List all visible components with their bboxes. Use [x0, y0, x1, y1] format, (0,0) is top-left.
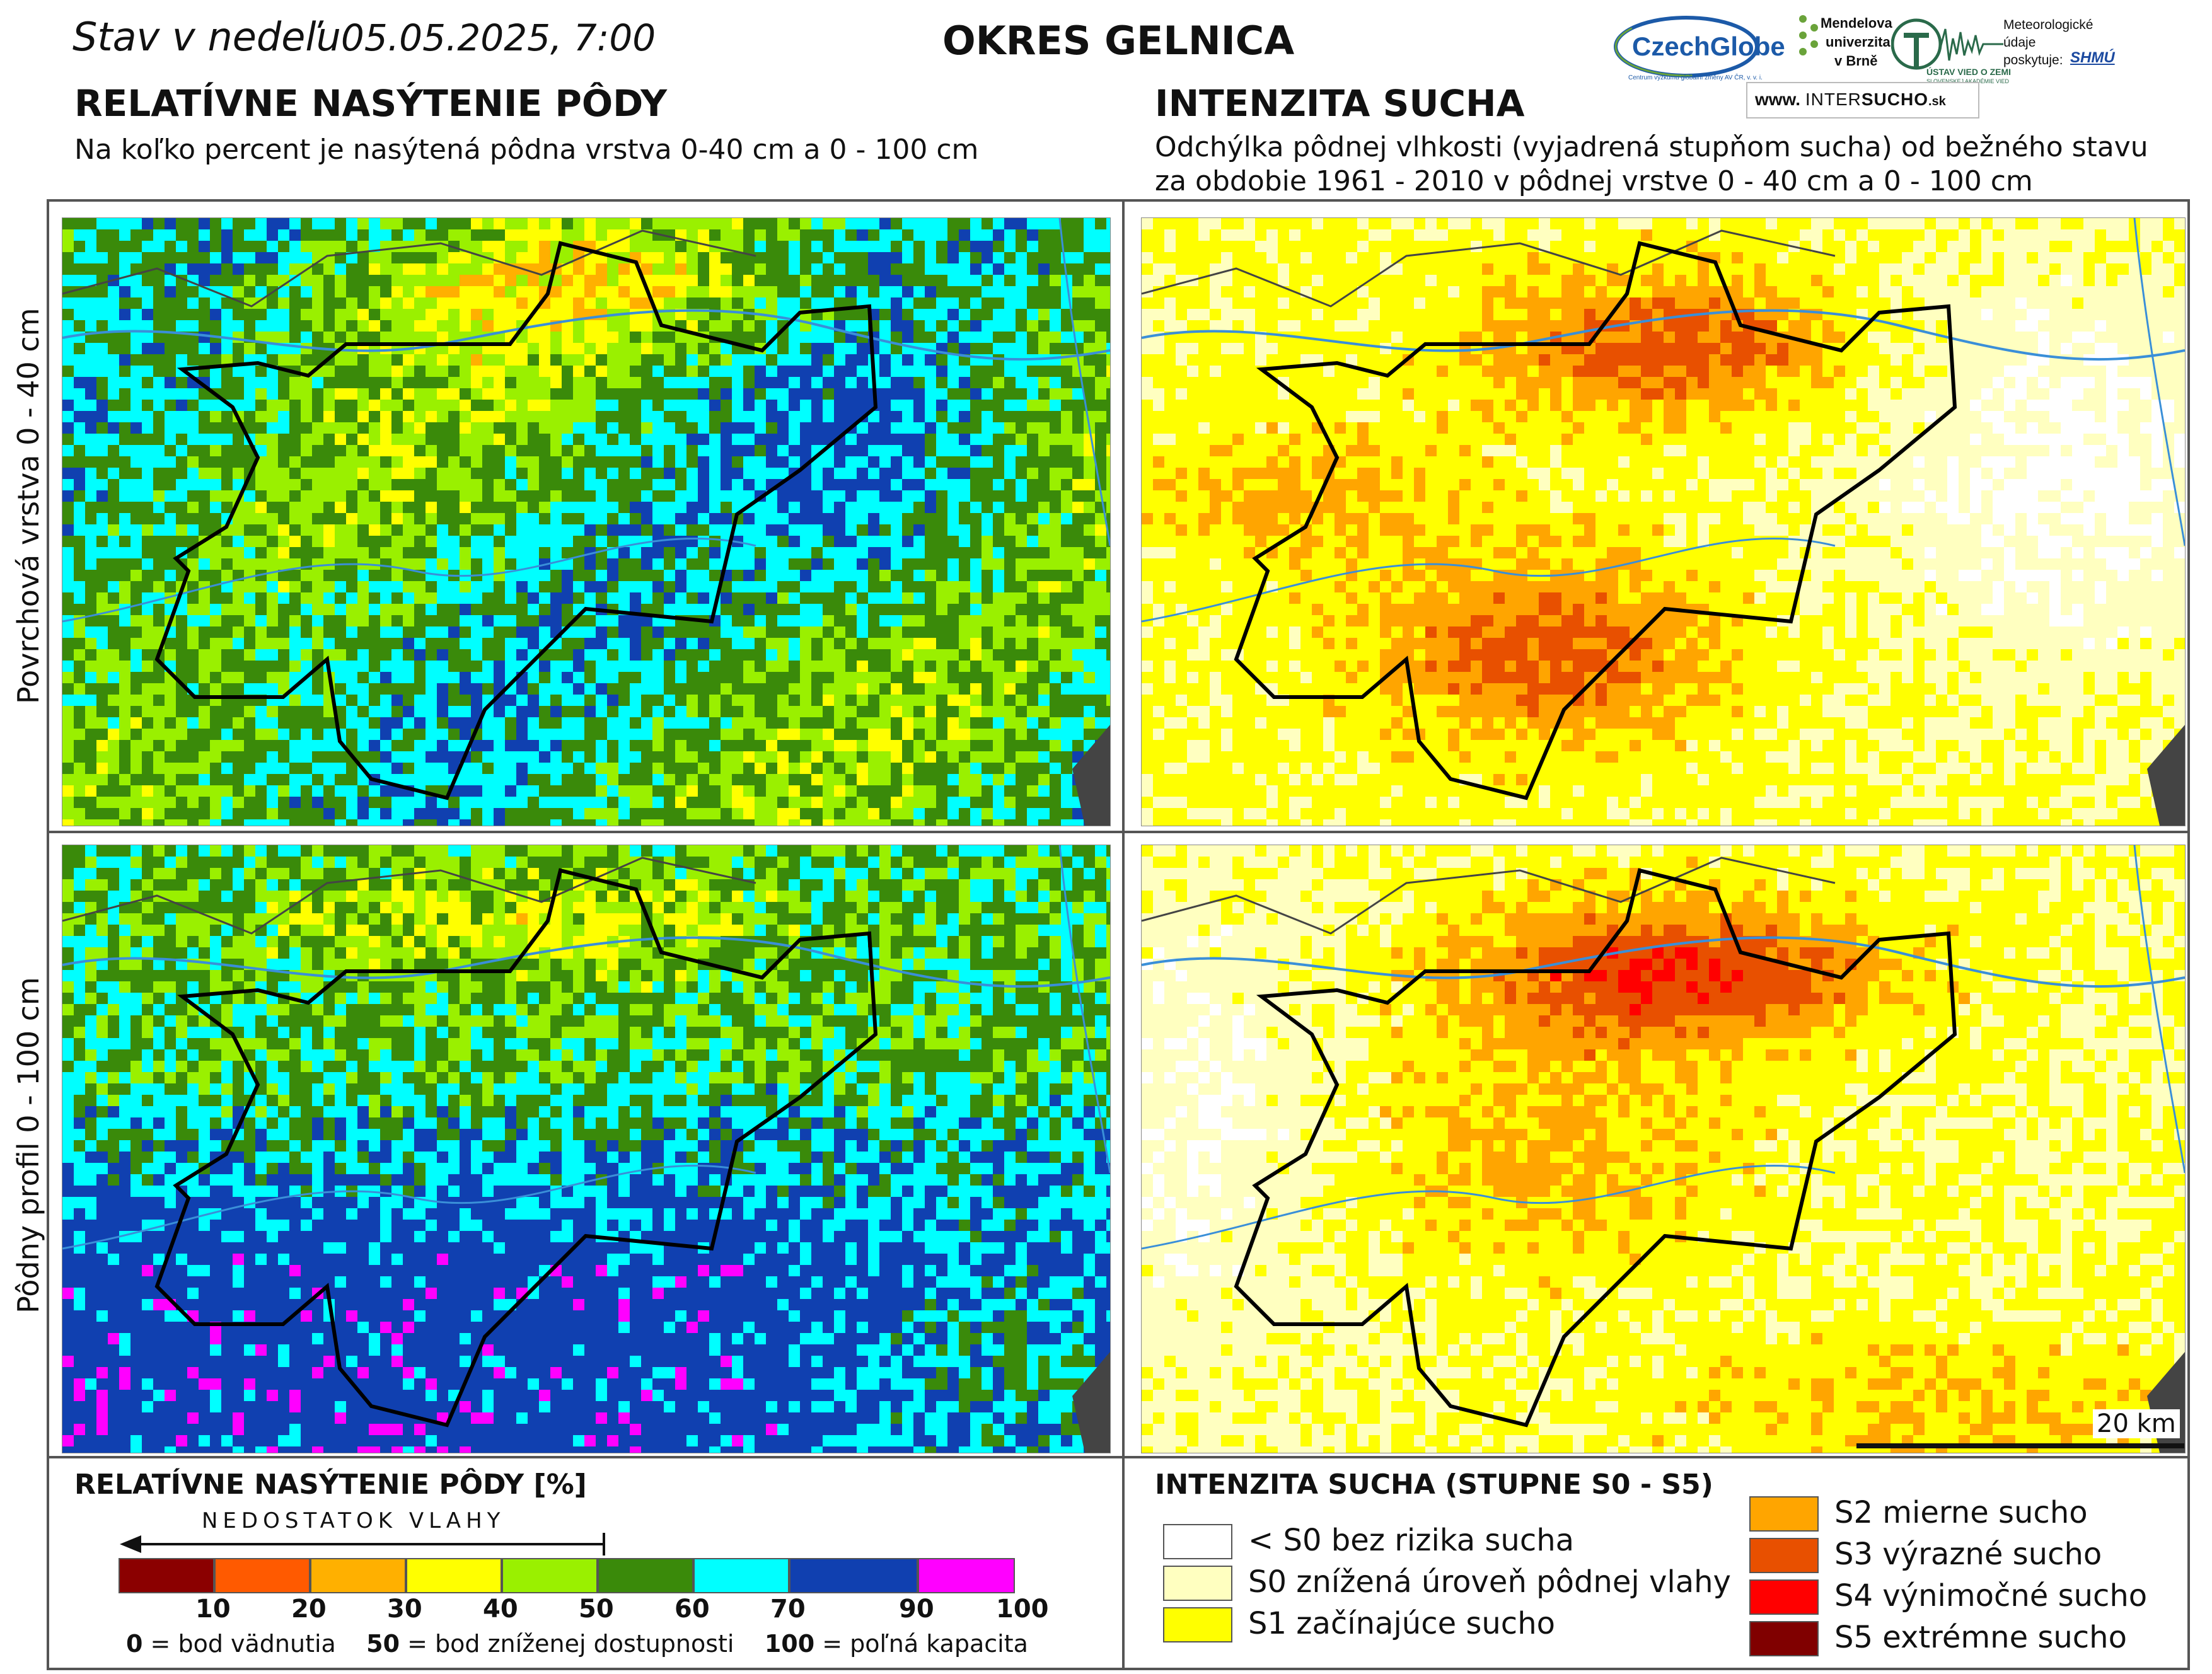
- legend-saturation-note: 0 = bod vädnutia 50 = bod zníženej dostu…: [126, 1630, 1028, 1658]
- drought-legend-label: S4 výnimočné sucho: [1834, 1578, 2147, 1613]
- ustav-text: ÚSTAV VIED O ZEMI: [1926, 67, 2011, 77]
- colorbar-segment: [693, 1558, 789, 1593]
- meteo-line-3: poskytuje:: [2003, 53, 2063, 68]
- map-soil-saturation-topsoil: [62, 217, 1111, 826]
- colorbar-segment: [502, 1558, 598, 1593]
- intersucho-sucho: SUCHO: [1862, 89, 1928, 109]
- map-drought-intensity-profile: [1141, 845, 2186, 1453]
- intersucho-www: www.: [1755, 89, 1800, 109]
- ustav-subtext: SLOVENSKEJ AKADÉMIE VIED: [1926, 78, 2009, 84]
- panel-divider-vertical: [1122, 199, 1125, 1670]
- drought-swatch: [1749, 1538, 1819, 1573]
- date-label: Stav v nedeľu: [72, 14, 341, 60]
- czechglobe-logo: CzechGlobe Centrum výzkumu globální změn…: [1611, 14, 1793, 84]
- colorbar-tick-label: 100: [996, 1595, 1049, 1624]
- czechglobe-logo-graphic: [1614, 16, 1759, 78]
- deficit-arrow-label: NEDOSTATOK VLAHY: [202, 1508, 505, 1533]
- mendelu-dots-icon: [1799, 15, 1818, 55]
- colorbar-tick-label: 30: [387, 1595, 422, 1624]
- drought-swatch: [1163, 1524, 1232, 1559]
- map-soil-saturation-profile: [62, 845, 1111, 1453]
- intersucho-text: www. INTERSUCHO.sk: [1755, 89, 1946, 110]
- meteo-line-1: Meteorologické: [2003, 18, 2093, 33]
- drought-legend-label: S2 mierne sucho: [1834, 1495, 2088, 1530]
- legend-saturation-title: RELATÍVNE NASÝTENIE PÔDY [%]: [74, 1469, 587, 1501]
- district-title: OKRES GELNICA: [942, 18, 1294, 64]
- colorbar-tick-label: 10: [195, 1595, 231, 1624]
- drought-swatch: [1749, 1496, 1819, 1532]
- row-label-top: Povrchová vrstva 0 - 40 cm: [11, 308, 45, 704]
- drought-legend-label: S0 znížená úroveň pôdnej vlahy: [1248, 1564, 1731, 1600]
- right-section-title: INTENZITA SUCHA: [1155, 82, 1525, 125]
- date-value: 05.05.2025, 7:00: [341, 16, 656, 59]
- note-0-value: 0: [126, 1630, 142, 1658]
- mendelu-line-1: Mendelova: [1821, 15, 1892, 32]
- colorbar-segment: [310, 1558, 406, 1593]
- intersucho-sk: .sk: [1928, 95, 1946, 108]
- left-section-title: RELATÍVNE NASÝTENIE PÔDY: [74, 82, 667, 125]
- meteo-provider: Meteorologické údaje poskytuje: SHMÚ: [2003, 18, 2129, 81]
- scale-bar: [1856, 1443, 2184, 1448]
- legend-drought-title: INTENZITA SUCHA (STUPNE S0 - S5): [1155, 1469, 1713, 1501]
- date-heading: Stav v nedeľu05.05.2025, 7:00: [72, 14, 656, 60]
- drought-legend-label: < S0 bez rizika sucha: [1248, 1523, 1574, 1558]
- left-section-subtitle: Na koľko percent je nasýtená pôdna vrstv…: [74, 132, 978, 168]
- colorbar-segment: [918, 1558, 1015, 1593]
- note-50-text: = bod zníženej dostupnosti: [400, 1630, 734, 1658]
- colorbar-segment: [789, 1558, 918, 1593]
- colorbar-tick-label: 60: [675, 1595, 710, 1624]
- intersucho-logo: www. INTERSUCHO.sk: [1746, 82, 1979, 118]
- right-section-subtitle-2: za obdobie 1961 - 2010 v pôdnej vrstve 0…: [1155, 164, 2033, 199]
- drought-swatch: [1163, 1607, 1232, 1642]
- row-label-bottom: Pôdny profil 0 - 100 cm: [11, 956, 45, 1334]
- meteo-line-2: údaje: [2003, 35, 2035, 50]
- deficit-arrow-icon: [120, 1533, 605, 1556]
- shmu-logo: SHMÚ: [2070, 49, 2115, 67]
- drought-swatch: [1163, 1566, 1232, 1601]
- intersucho-inter: INTER: [1805, 89, 1862, 109]
- note-50-value: 50: [366, 1630, 400, 1658]
- drought-legend-label: S3 výrazné sucho: [1834, 1537, 2102, 1572]
- scale-label: 20 km: [2093, 1409, 2180, 1438]
- colorbar-tick-label: 40: [483, 1595, 518, 1624]
- panel-frame: [47, 199, 2190, 1670]
- drought-legend-label: S1 začínajúce sucho: [1248, 1606, 1555, 1641]
- colorbar-segment: [119, 1558, 214, 1593]
- map-drought-intensity-topsoil: [1141, 217, 2186, 826]
- ustav-vied-logo: ÚSTAV VIED O ZEMI SLOVENSKEJ AKADÉMIE VI…: [1891, 16, 2011, 86]
- note-0-text: = bod vädnutia: [142, 1630, 336, 1658]
- legend-divider: [47, 1456, 2190, 1458]
- mendelu-line-3: v Brně: [1834, 53, 1877, 69]
- colorbar-tick-label: 90: [899, 1595, 934, 1624]
- drought-swatch: [1749, 1621, 1819, 1656]
- note-100-value: 100: [765, 1630, 814, 1658]
- panel-divider-horizontal: [47, 831, 2190, 833]
- right-section-subtitle-1: Odchýlka pôdnej vlhkosti (vyjadrená stup…: [1155, 130, 2148, 165]
- colorbar-segment: [598, 1558, 693, 1593]
- colorbar-tick-label: 70: [770, 1595, 806, 1624]
- drought-legend-label: S5 extrémne sucho: [1834, 1620, 2127, 1655]
- seismograph-icon: [1891, 18, 2003, 70]
- czechglobe-text: CzechGlobe: [1632, 32, 1785, 62]
- drought-swatch: [1749, 1579, 1819, 1615]
- note-100-text: = poľná kapacita: [814, 1630, 1028, 1658]
- mendelu-logo: Mendelova univerzita v Brně: [1797, 13, 1892, 88]
- mendelu-line-2: univerzita: [1826, 34, 1891, 50]
- colorbar-tick-label: 20: [291, 1595, 327, 1624]
- czechglobe-subtext: Centrum výzkumu globální změny AV ČR, v.…: [1628, 74, 1763, 81]
- colorbar-segment: [214, 1558, 310, 1593]
- colorbar-segment: [406, 1558, 502, 1593]
- colorbar-tick-label: 50: [579, 1595, 614, 1624]
